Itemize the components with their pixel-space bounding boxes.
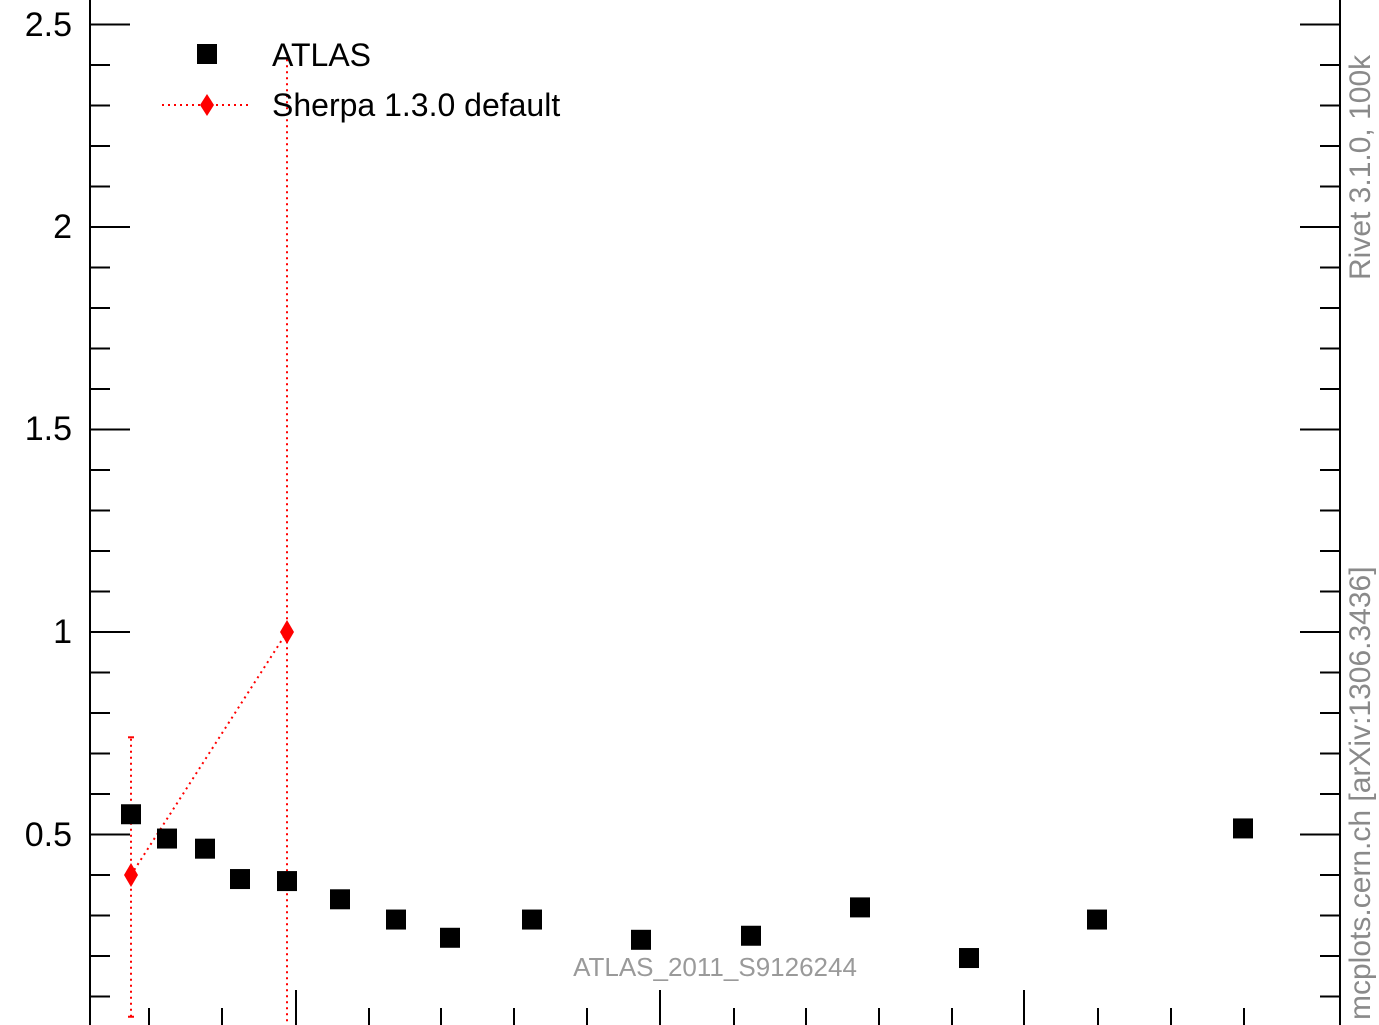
y-ticks [90,23,1340,998]
atlas-point [1233,818,1253,839]
side-label-mcplots: mcplots.cern.ch [arXiv:1306.3436] [1344,566,1377,1020]
atlas-point [631,929,651,950]
atlas-point [386,909,406,930]
atlas-point [277,871,297,892]
atlas-point [1087,909,1107,930]
x-ticks [148,990,1245,1025]
atlas-point [121,804,141,825]
sherpa-point [280,620,294,644]
atlas-point [741,925,761,946]
series-atlas [121,804,1253,969]
legend-sherpa-marker [200,94,214,116]
y-tick-label: 2.5 [25,6,72,44]
y-tick-label: 0.5 [25,816,72,854]
analysis-id-label: ATLAS_2011_S9126244 [573,952,857,982]
legend-atlas-marker [197,44,217,64]
atlas-point [195,838,215,859]
atlas-point [440,927,460,948]
atlas-point [850,897,870,918]
y-tick-label: 0 [53,1019,72,1025]
atlas-point [959,948,979,969]
legend-sherpa-label: Sherpa 1.3.0 default [272,87,560,123]
atlas-point [230,869,250,890]
y-tick-label: 2 [53,208,72,246]
sherpa-series-line [130,631,288,876]
sherpa-point [124,863,138,887]
series-sherpa [124,56,294,1025]
legend-atlas-label: ATLAS [272,37,371,73]
y-tick-label: 1 [53,613,72,651]
side-label-rivet: Rivet 3.1.0, 100k [1344,54,1377,280]
y-tick-label: 1.5 [25,410,72,448]
y-tick-labels: 2.5 2 1.5 1 0.5 0 [25,6,72,1025]
atlas-point [330,889,350,910]
legend: ATLAS Sherpa 1.3.0 default [162,37,560,123]
plot-frame [89,0,1341,1025]
atlas-point [522,909,542,930]
atlas-point [157,828,177,849]
